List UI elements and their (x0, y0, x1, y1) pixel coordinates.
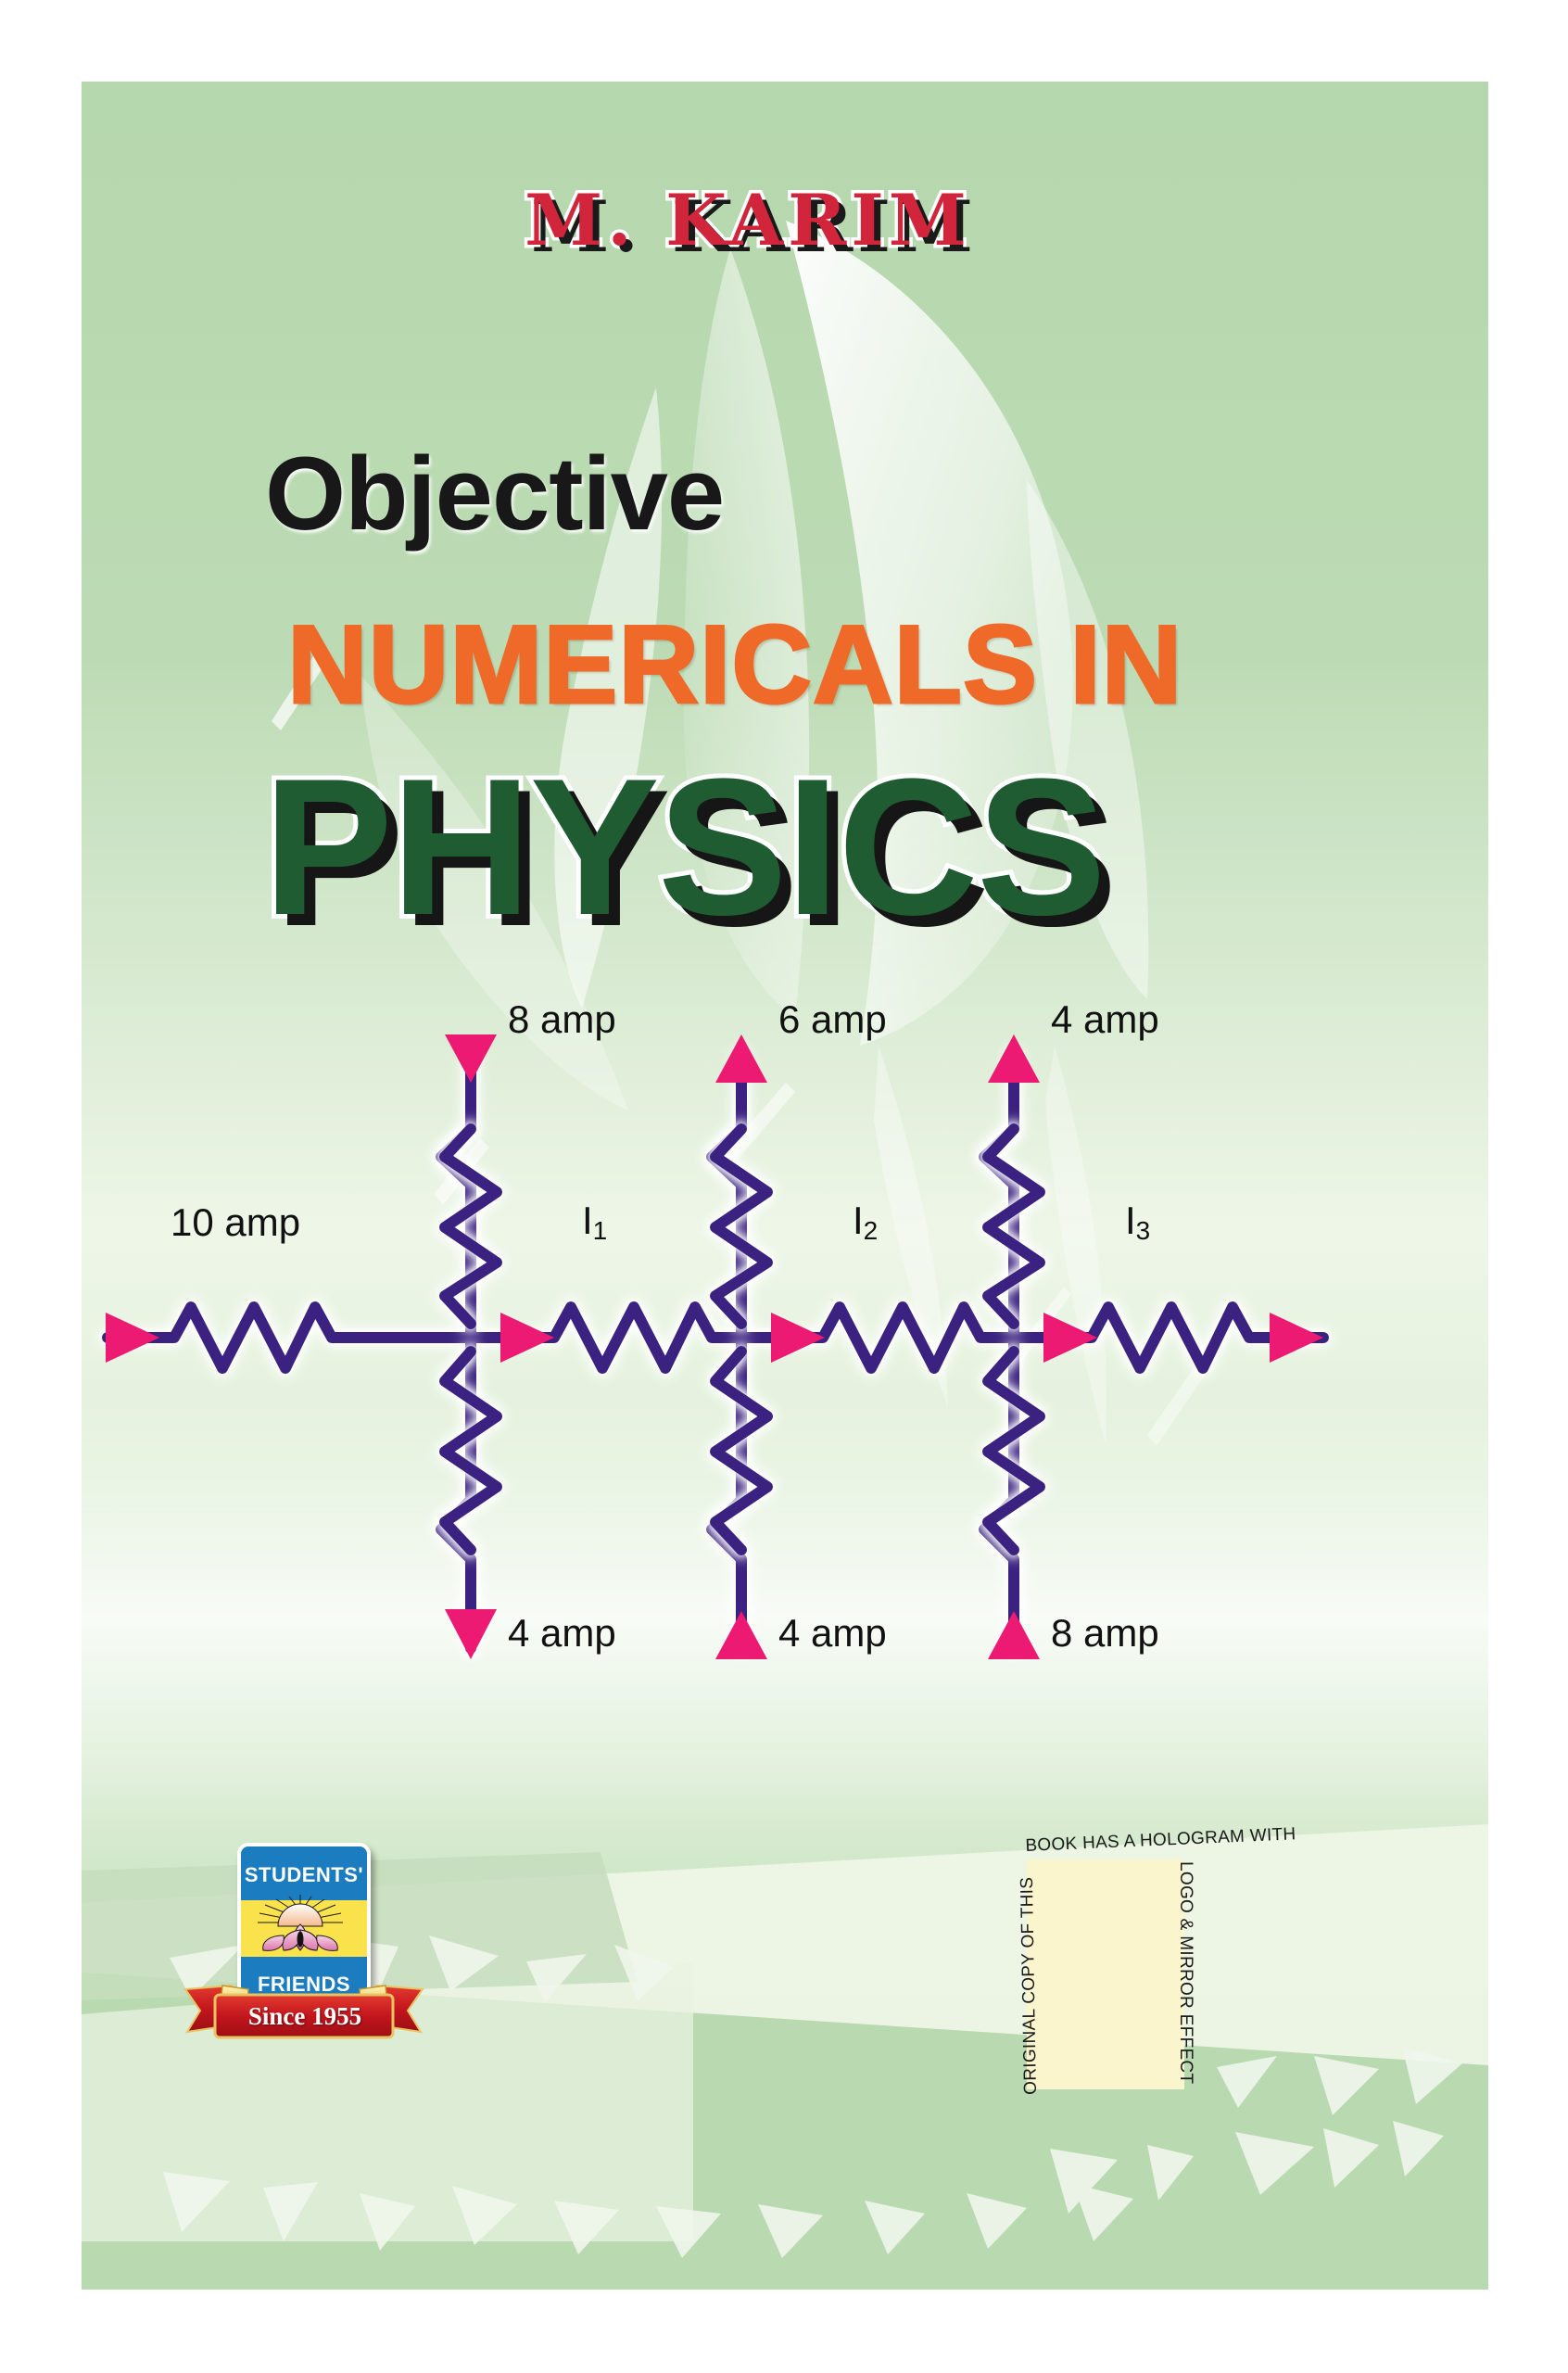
hologram-text-top: BOOK HAS A HOLOGRAM WITH (1025, 1824, 1296, 1856)
label-segment-1: I1 (582, 1199, 607, 1246)
hologram-text-right: LOGO & MIRROR EFFECT (1176, 1861, 1195, 2085)
title-objective: Objective (265, 436, 725, 552)
sun-and-lotus-icon (258, 1895, 343, 1951)
arrow-bottom-3-up (988, 1611, 1040, 1659)
arrow-right-out (1270, 1313, 1323, 1363)
circuit-diagram: 8 amp 6 amp 4 amp 10 amp I1 I2 I3 4 amp … (82, 997, 1488, 1769)
arrow-left-in (106, 1313, 159, 1363)
arrow-top-3-up (988, 1034, 1040, 1083)
label-segment-2: I2 (853, 1199, 878, 1246)
book-cover: M. KARIM Objective NUMERICALS IN PHYSICS (82, 82, 1488, 2290)
arrow-top-1-down (445, 1034, 497, 1083)
segment-1-symbol: I (582, 1199, 593, 1242)
segment-1-subscript: 1 (592, 1216, 608, 1245)
label-segment-3: I3 (1125, 1199, 1150, 1246)
label-bottom-branch-3: 8 amp (1051, 1611, 1159, 1655)
arrow-top-2-up (715, 1034, 767, 1083)
logo-students-label: STUDENTS' (241, 1846, 367, 1904)
segment-3-symbol: I (1125, 1199, 1136, 1242)
label-top-branch-2: 6 amp (778, 997, 887, 1041)
arrow-seg-3 (1043, 1313, 1097, 1363)
label-top-branch-1: 8 amp (508, 997, 616, 1041)
author-name: M. KARIM (522, 176, 971, 265)
label-bottom-branch-1: 4 amp (508, 1611, 616, 1655)
hologram-panel (1027, 1859, 1184, 2089)
hologram-notice: BOOK HAS A HOLOGRAM WITH ORIGINAL COPY O… (1008, 1824, 1296, 2112)
publisher-logo: STUDENTS' FRIENDS (183, 1843, 517, 2176)
label-bottom-branch-2: 4 amp (778, 1611, 887, 1655)
label-top-branch-3: 4 amp (1051, 997, 1159, 1041)
current-arrows (106, 1034, 1323, 1659)
title-numericals-in: NUMERICALS IN (285, 602, 1183, 729)
arrow-seg-1 (500, 1313, 554, 1363)
author-name-block: M. KARIM (82, 176, 1488, 265)
segment-3-subscript: 3 (1135, 1216, 1151, 1245)
title-physics: PHYSICS (259, 733, 1111, 960)
hologram-text-left: ORIGINAL COPY OF THIS (1017, 1876, 1041, 2095)
segment-2-symbol: I (853, 1199, 864, 1242)
arrow-bottom-1-down (445, 1609, 497, 1659)
label-main-current: 10 amp (171, 1200, 301, 1244)
arrow-seg-2 (771, 1313, 825, 1363)
arrow-bottom-2-up (715, 1611, 767, 1659)
segment-2-subscript: 2 (863, 1216, 879, 1245)
logo-plate: STUDENTS' FRIENDS (237, 1843, 371, 2017)
ribbon-text: Since 1955 (247, 2001, 362, 2030)
since-ribbon: Since 1955 (183, 1980, 424, 2052)
